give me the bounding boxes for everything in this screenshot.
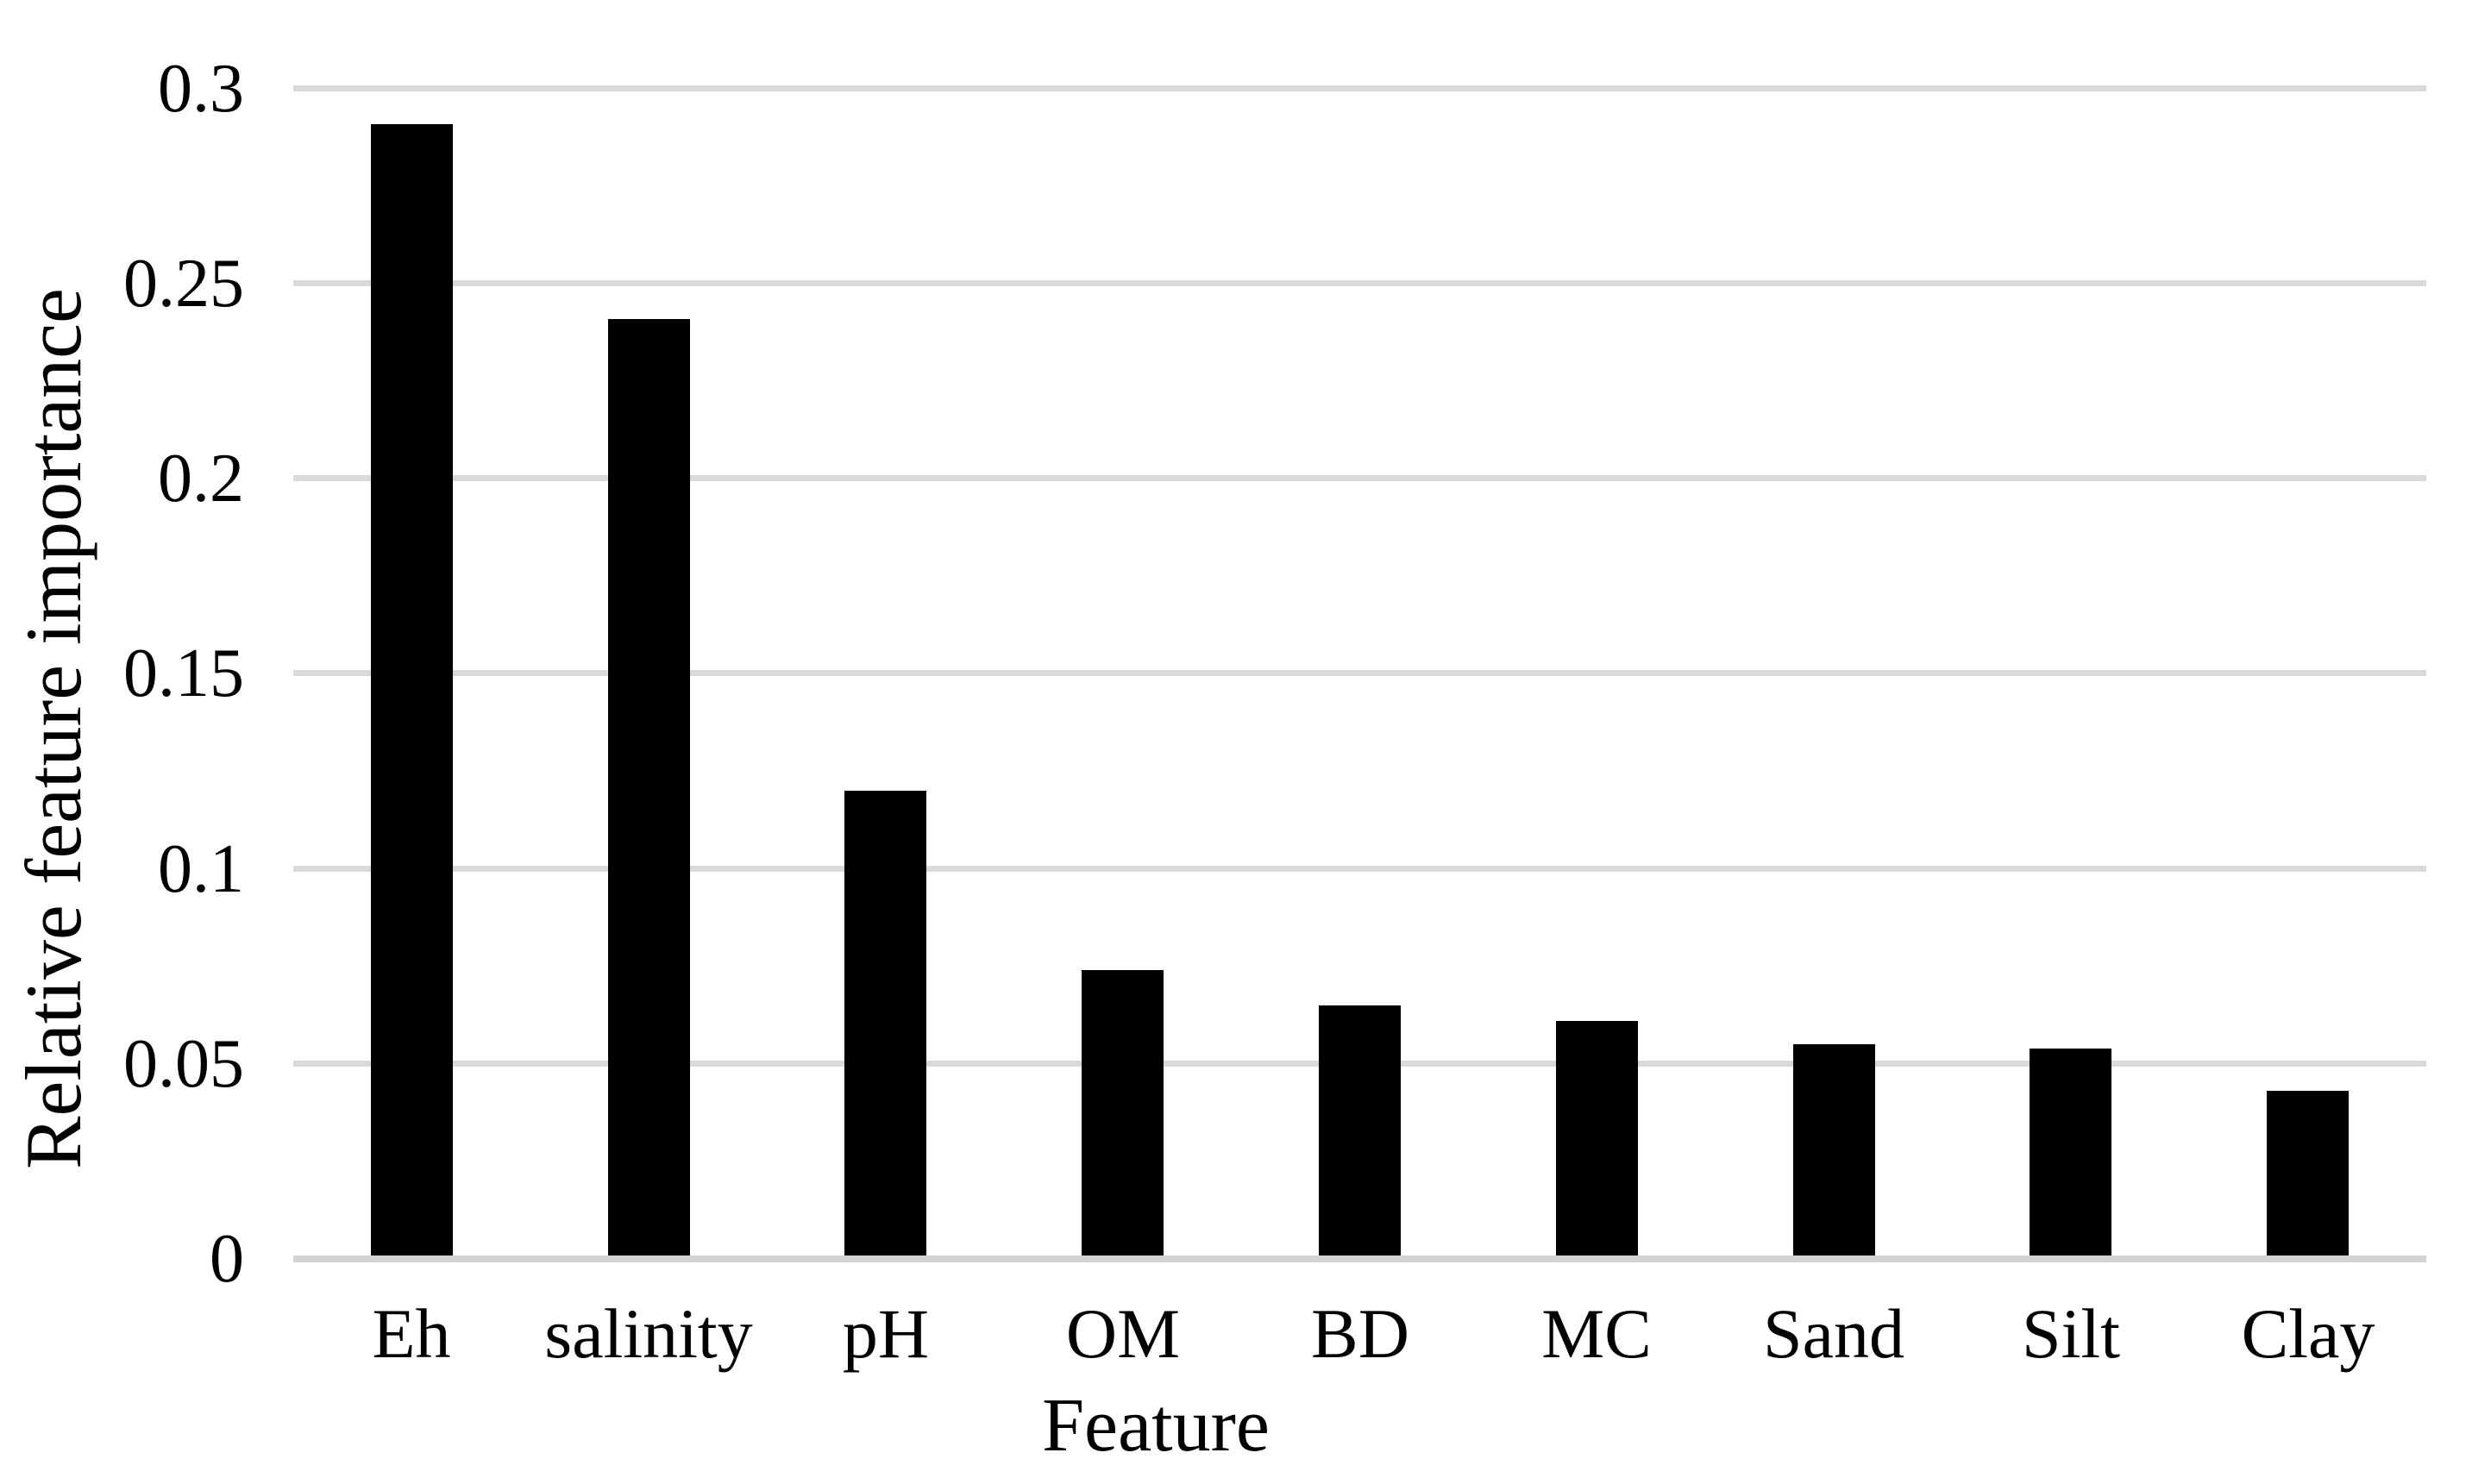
y-tick-label-0: 0	[210, 1221, 244, 1297]
y-tick-label-0.15: 0.15	[123, 636, 244, 711]
y-tick-label-0.05: 0.05	[123, 1026, 244, 1102]
gridline-0.15	[293, 670, 2426, 676]
bar-OM	[1082, 970, 1164, 1255]
bar-MC	[1556, 1021, 1638, 1255]
x-tick-label-MC: MC	[1541, 1294, 1652, 1373]
gridline-0.2	[293, 475, 2426, 481]
gridline-0.1	[293, 866, 2426, 872]
x-tick-label-Sand: Sand	[1763, 1294, 1904, 1373]
x-tick-label-Eh: Eh	[372, 1294, 451, 1373]
bar-Silt	[2030, 1049, 2111, 1255]
x-tick-label-OM: OM	[1065, 1294, 1181, 1373]
x-tick-label-salinity: salinity	[544, 1294, 753, 1373]
x-tick-label-pH: pH	[842, 1294, 930, 1373]
x-axis-title: Feature	[1042, 1384, 1270, 1468]
gridline-0.3	[293, 85, 2426, 91]
bar-Eh	[371, 124, 453, 1255]
y-tick-label-0.3: 0.3	[158, 51, 244, 127]
y-tick-label-0.2: 0.2	[158, 441, 244, 517]
bar-Sand	[1793, 1044, 1875, 1255]
bar-salinity	[608, 319, 690, 1255]
bar-BD	[1319, 1005, 1401, 1255]
y-tick-label-0.25: 0.25	[123, 246, 244, 322]
bar-pH	[844, 791, 926, 1255]
y-tick-label-0.1: 0.1	[158, 831, 244, 907]
x-tick-label-Silt: Silt	[2022, 1294, 2120, 1373]
x-tick-label-Clay: Clay	[2241, 1294, 2375, 1373]
bar-Clay	[2267, 1091, 2349, 1255]
x-axis-line	[293, 1255, 2426, 1262]
gridline-0.25	[293, 280, 2426, 286]
x-tick-label-BD: BD	[1311, 1294, 1409, 1373]
